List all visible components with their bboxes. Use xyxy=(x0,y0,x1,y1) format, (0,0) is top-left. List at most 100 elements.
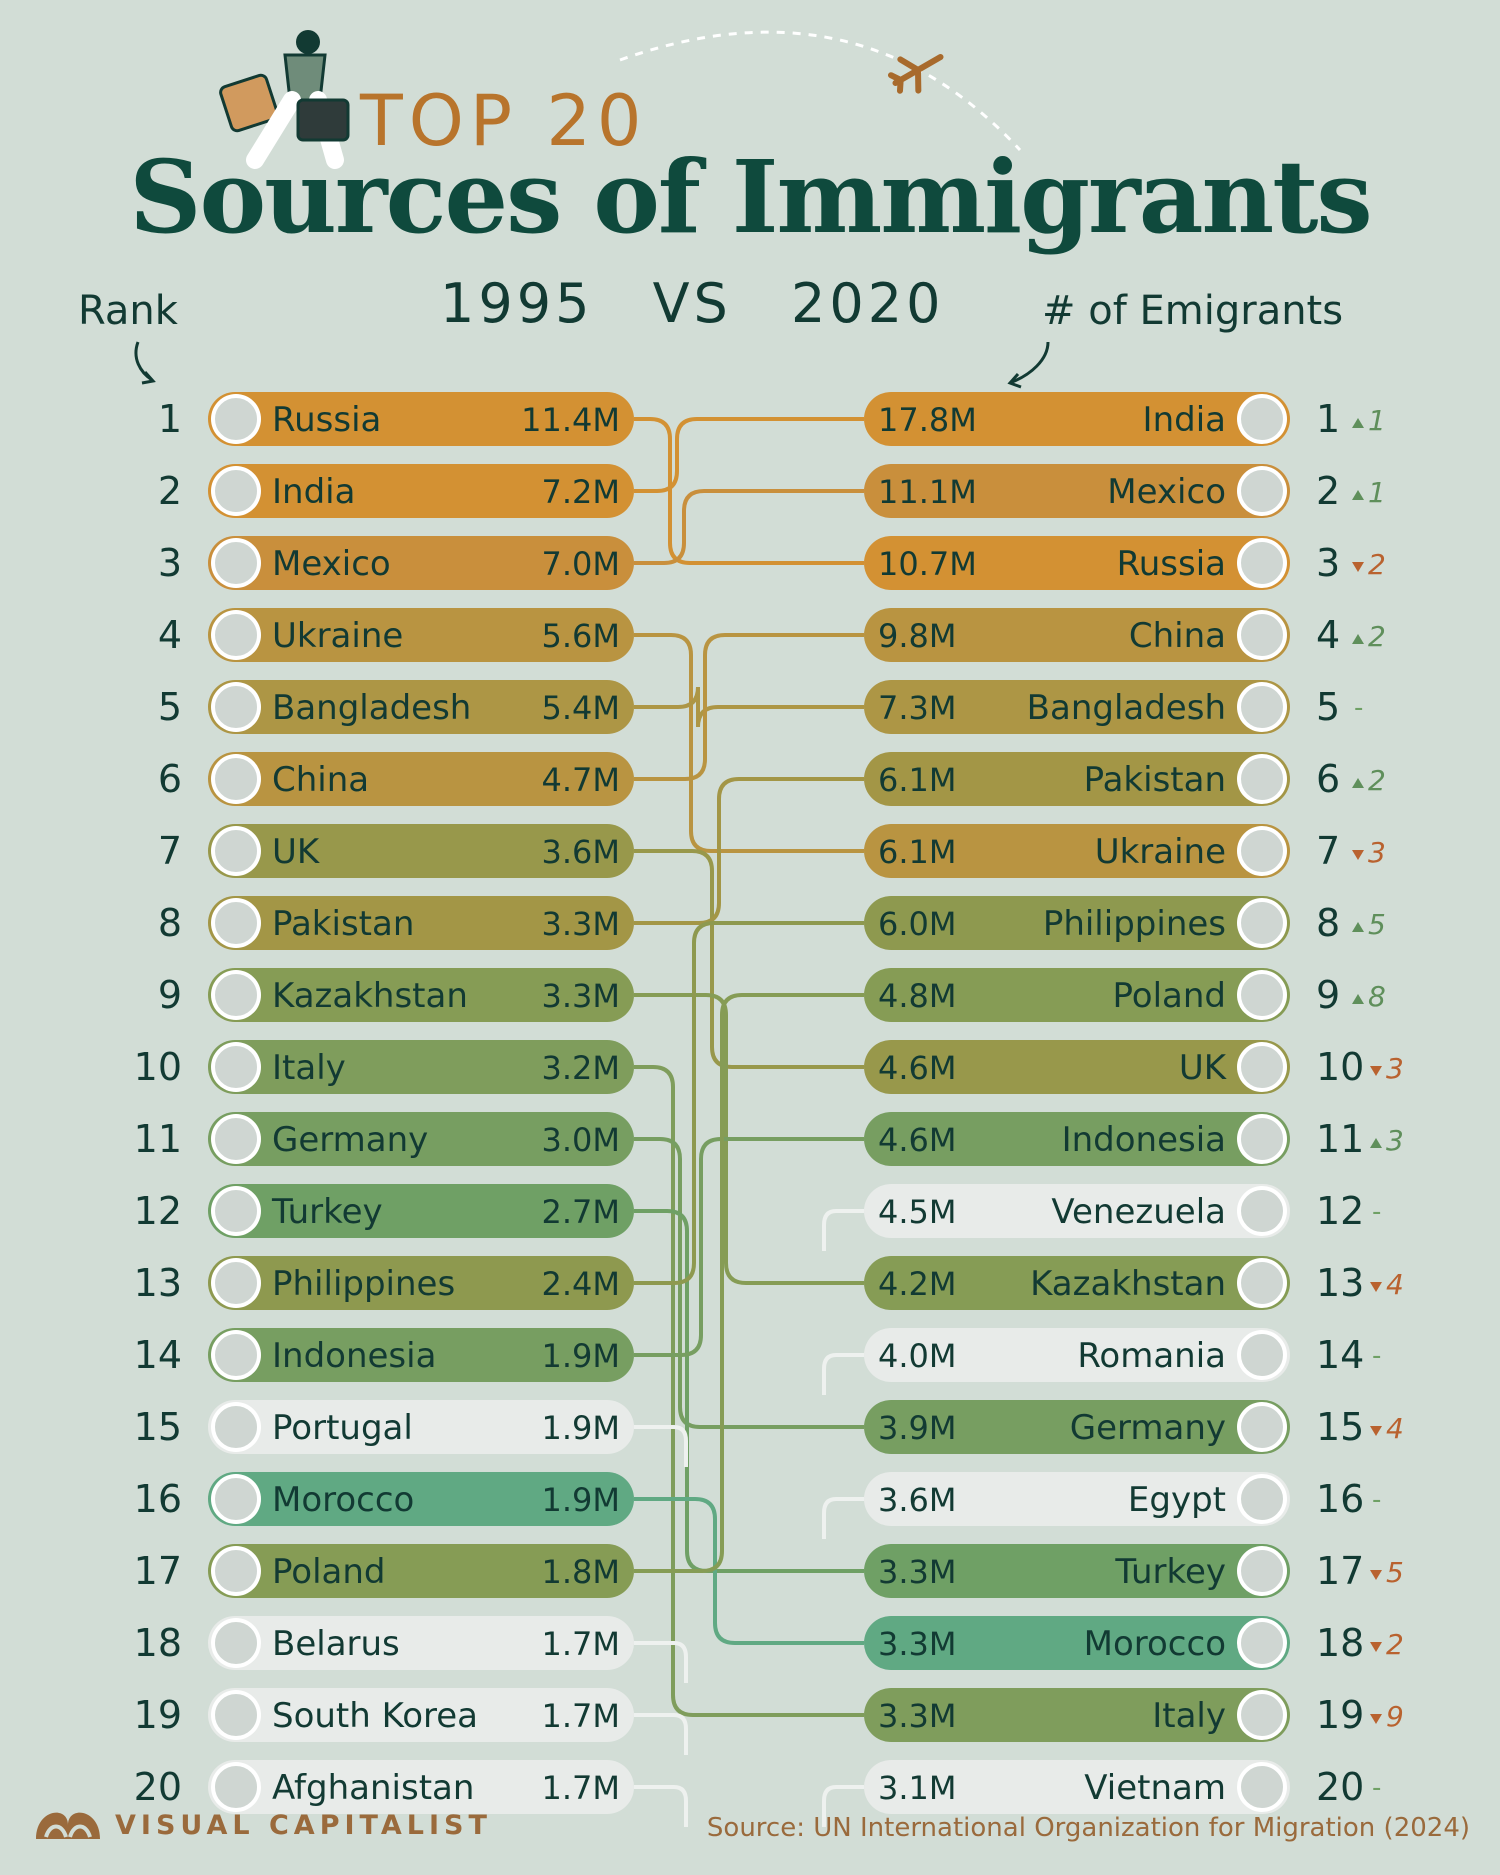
rank-1995: 6 xyxy=(158,757,182,801)
country-pill xyxy=(864,1544,1290,1598)
connector-line xyxy=(634,1065,864,1717)
row-1995: 1 Russia 11.4M xyxy=(158,392,634,446)
row-1995: 13 Philippines 2.4M xyxy=(134,1256,634,1310)
down-arrow-icon xyxy=(1370,1282,1382,1292)
down-arrow-icon xyxy=(1370,1714,1382,1724)
flag-icon xyxy=(213,1692,259,1738)
country-pill xyxy=(864,464,1290,518)
flag-icon xyxy=(213,1620,259,1666)
country-name: Russia xyxy=(272,400,381,440)
country-pill xyxy=(208,680,634,734)
emigrant-value: 3.2M xyxy=(542,1049,621,1087)
emigrant-value: 3.6M xyxy=(878,1481,957,1519)
connector-stub xyxy=(634,1713,688,1755)
country-name: Kazakhstan xyxy=(1030,1264,1226,1304)
country-pill xyxy=(208,392,634,446)
country-name: Russia xyxy=(1117,544,1226,584)
rank-2020: 5 xyxy=(1316,685,1340,729)
rank-2020: 1 xyxy=(1316,397,1340,441)
country-name: Ukraine xyxy=(272,616,403,656)
connector-line xyxy=(634,1137,864,1357)
rank-1995: 20 xyxy=(134,1765,182,1809)
rank-2020: 12 xyxy=(1316,1189,1364,1233)
row-2020: 3.1M Vietnam 20- xyxy=(864,1760,1381,1814)
emigrant-value: 5.4M xyxy=(542,689,621,727)
connector-line xyxy=(634,849,864,1069)
emigrant-value: 1.7M xyxy=(542,1625,621,1663)
rank-change: - xyxy=(1372,1485,1381,1515)
rank-2020: 9 xyxy=(1316,973,1340,1017)
row-2020: 11.1M Mexico 2 1 xyxy=(864,464,1386,518)
country-name: Egypt xyxy=(1128,1480,1226,1520)
rank-1995: 15 xyxy=(134,1405,182,1449)
flag-icon xyxy=(1239,1764,1285,1810)
rank-2020: 19 xyxy=(1316,1693,1364,1737)
person-icon xyxy=(219,30,350,169)
rank-label: Rank xyxy=(78,288,178,334)
up-arrow-icon xyxy=(1352,634,1364,644)
row-2020: 4.5M Venezuela 12- xyxy=(864,1184,1381,1238)
row-1995: 14 Indonesia 1.9M xyxy=(134,1328,634,1382)
rank-2020: 2 xyxy=(1316,469,1340,513)
rank-1995: 12 xyxy=(134,1189,182,1233)
country-pill xyxy=(864,1760,1290,1814)
connector-stub xyxy=(634,1785,688,1827)
emigrant-value: 4.2M xyxy=(878,1265,957,1303)
flag-icon xyxy=(1239,1332,1285,1378)
down-arrow-icon xyxy=(1370,1066,1382,1076)
traveler-illustration xyxy=(219,30,1022,169)
emigrant-value: 2.4M xyxy=(542,1265,621,1303)
country-name: Indonesia xyxy=(1062,1120,1226,1160)
connector-line xyxy=(634,921,864,1285)
emigrant-value: 9.8M xyxy=(878,617,957,655)
rank-2020: 3 xyxy=(1316,541,1340,585)
country-pill xyxy=(208,1472,634,1526)
brand-name: VISUAL CAPITALIST xyxy=(115,1810,492,1841)
emigrant-value: 4.8M xyxy=(878,977,957,1015)
country-pill xyxy=(208,1040,634,1094)
rank-1995: 1 xyxy=(158,397,182,441)
emigrant-value: 3.3M xyxy=(878,1697,957,1735)
flight-path xyxy=(619,30,1022,152)
emigrant-value: 11.4M xyxy=(521,401,620,439)
row-2020: 4.6M UK 10 3 xyxy=(864,1040,1404,1094)
country-name: Morocco xyxy=(272,1480,414,1520)
down-arrow-icon xyxy=(1370,1426,1382,1436)
country-pill xyxy=(864,1472,1290,1526)
emigrant-value: 4.0M xyxy=(878,1337,957,1375)
flag-icon xyxy=(213,468,259,514)
country-pill xyxy=(208,608,634,662)
rank-change: 5 xyxy=(1368,908,1386,941)
source-note: Source: UN International Organization fo… xyxy=(706,1813,1470,1843)
rank-2020: 17 xyxy=(1316,1549,1364,1593)
row-1995: 5 Bangladesh 5.4M xyxy=(158,680,634,734)
up-arrow-icon xyxy=(1352,778,1364,788)
emigrant-value: 1.9M xyxy=(542,1409,621,1447)
label-arrows xyxy=(134,341,1050,389)
row-1995: 7 UK 3.6M xyxy=(158,824,634,878)
row-1995: 11 Germany 3.0M xyxy=(134,1112,634,1166)
down-arrow-icon xyxy=(1352,850,1364,860)
rank-1995: 17 xyxy=(134,1549,182,1593)
row-2020: 6.1M Pakistan 6 2 xyxy=(864,752,1386,806)
flag-icon xyxy=(1239,756,1285,802)
page-title: Sources of Immigrants xyxy=(129,138,1372,256)
country-pill xyxy=(208,536,634,590)
emigrant-value: 3.6M xyxy=(542,833,621,871)
flag-icon xyxy=(213,900,259,946)
flag-icon xyxy=(1239,900,1285,946)
row-1995: 16 Morocco 1.9M xyxy=(134,1472,634,1526)
flag-icon xyxy=(1239,612,1285,658)
connector-stub xyxy=(822,1785,864,1827)
flag-icon xyxy=(213,1260,259,1306)
country-pill xyxy=(864,1112,1290,1166)
emigrant-value: 7.2M xyxy=(542,473,621,511)
country-pill xyxy=(208,1328,634,1382)
country-name: China xyxy=(272,760,369,800)
country-pill xyxy=(208,1184,634,1238)
row-1995: 3 Mexico 7.0M xyxy=(158,536,634,590)
country-name: Philippines xyxy=(1043,904,1226,944)
flag-icon xyxy=(213,756,259,802)
country-name: Portugal xyxy=(272,1408,413,1448)
rank-1995: 11 xyxy=(134,1117,182,1161)
